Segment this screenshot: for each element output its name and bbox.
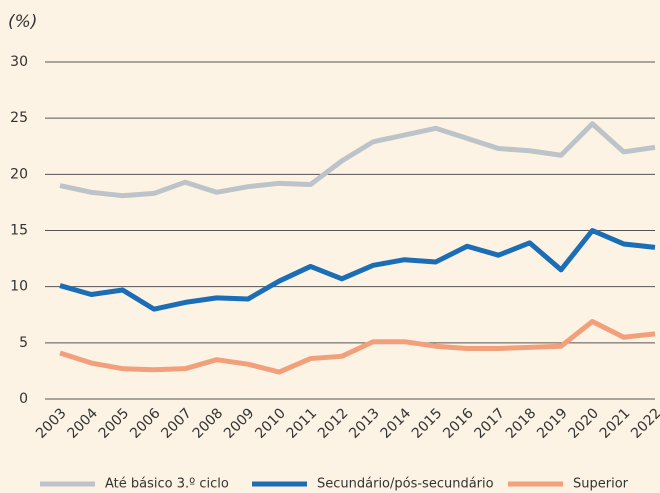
legend-label: Até básico 3.º ciclo xyxy=(105,477,229,492)
x-tick-label: 2004 xyxy=(64,405,101,442)
x-tick-label: 2006 xyxy=(127,405,164,442)
x-tick-label: 2015 xyxy=(409,405,446,442)
series-line xyxy=(59,318,656,375)
x-tick-label: 2020 xyxy=(566,405,603,442)
y-axis-label: (%) xyxy=(8,12,37,32)
x-tick-label: 2012 xyxy=(315,405,352,442)
x-tick-label: 2014 xyxy=(378,405,415,442)
legend-label: Superior xyxy=(573,477,629,492)
x-tick-label: 2007 xyxy=(158,405,195,442)
y-tick-label: 0 xyxy=(19,391,28,407)
x-tick-label: 2013 xyxy=(346,405,383,442)
x-tick-label: 2003 xyxy=(33,405,70,442)
x-tick-label: 2008 xyxy=(190,405,227,442)
y-tick-label: 20 xyxy=(10,166,28,182)
y-tick-label: 5 xyxy=(19,335,28,351)
x-tick-label: 2009 xyxy=(221,405,258,442)
y-tick-label: 30 xyxy=(10,54,28,70)
y-tick-label: 25 xyxy=(10,110,28,126)
x-tick-label: 2022 xyxy=(628,405,660,442)
series-line xyxy=(59,121,656,199)
x-tick-label: 2005 xyxy=(96,405,133,442)
x-tick-label: 2016 xyxy=(440,405,477,442)
x-tick-label: 2018 xyxy=(503,405,540,442)
y-tick-label: 10 xyxy=(10,279,28,295)
x-tick-label: 2019 xyxy=(534,405,571,442)
y-tick-label: 15 xyxy=(10,223,28,239)
x-tick-label: 2010 xyxy=(252,405,289,442)
x-tick-label: 2017 xyxy=(472,405,509,442)
series-line xyxy=(59,228,656,312)
x-tick-label: 2011 xyxy=(284,405,321,442)
x-tick-label: 2021 xyxy=(597,405,634,442)
legend-label: Secundário/pós-secundário xyxy=(317,477,494,492)
